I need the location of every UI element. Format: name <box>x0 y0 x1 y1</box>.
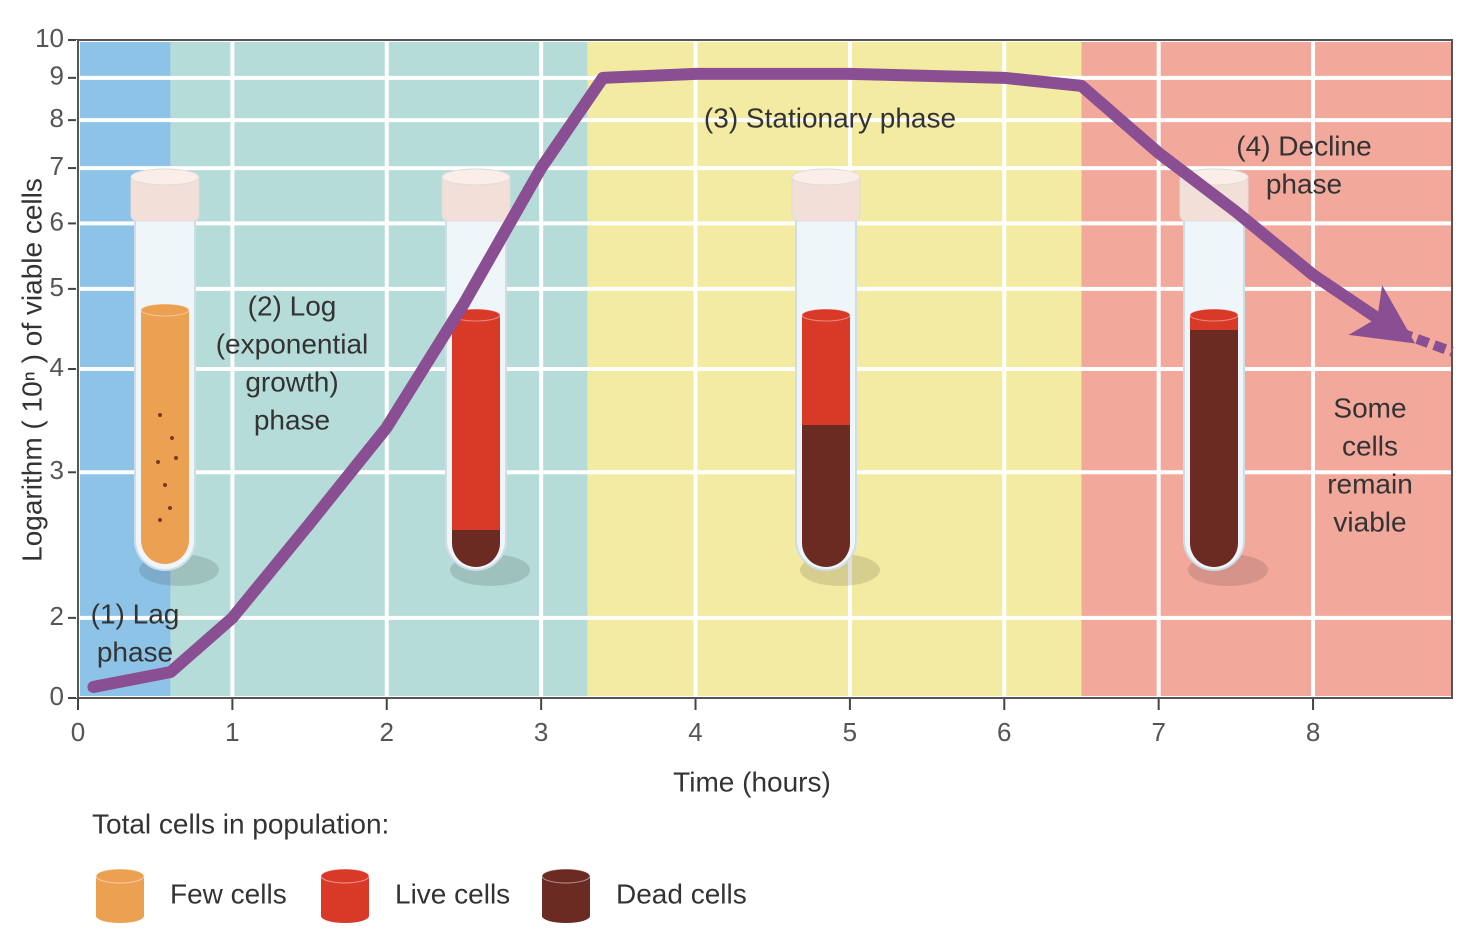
x-tick-label: 6 <box>997 717 1011 747</box>
y-tick-label: 3 <box>50 455 64 485</box>
tube-content <box>802 425 850 567</box>
legend-swatch-bottom <box>96 909 144 923</box>
tube-content <box>802 315 850 425</box>
legend-label: Few cells <box>170 878 287 909</box>
y-tick-label: 10 <box>35 23 64 53</box>
tube-dot <box>174 456 178 460</box>
annotation: phase <box>97 636 173 667</box>
tube-dot <box>158 518 162 522</box>
annotation: (2) Log <box>248 290 337 321</box>
legend-title: Total cells in population: <box>92 808 389 839</box>
tube-cap-top <box>792 169 860 185</box>
annotation: growth) <box>245 366 338 397</box>
x-tick-label: 2 <box>380 717 394 747</box>
legend-swatch-top <box>542 869 590 883</box>
annotation: cells <box>1342 430 1398 461</box>
annotation: (1) Lag <box>91 598 180 629</box>
y-tick-label: 8 <box>50 103 64 133</box>
x-tick-label: 5 <box>843 717 857 747</box>
annotation: (3) Stationary phase <box>704 102 956 133</box>
y-tick-label: 6 <box>50 206 64 236</box>
legend-label: Live cells <box>395 878 510 909</box>
annotation: (exponential <box>216 328 369 359</box>
tube-content <box>452 315 500 530</box>
y-tick-label: 7 <box>50 151 64 181</box>
legend-label: Dead cells <box>616 878 747 909</box>
x-axis-label: Time (hours) <box>673 766 831 797</box>
annotation: Some <box>1333 392 1406 423</box>
legend-swatch-top <box>96 869 144 883</box>
y-tick-label: 0 <box>50 681 64 711</box>
annotation: (4) Decline <box>1236 130 1371 161</box>
annotation: remain <box>1327 468 1413 499</box>
tube-dot <box>158 413 162 417</box>
x-tick-label: 7 <box>1151 717 1165 747</box>
annotation: phase <box>1266 168 1342 199</box>
tube-cap-top <box>442 169 510 185</box>
x-tick-label: 0 <box>71 717 85 747</box>
x-tick-label: 4 <box>688 717 702 747</box>
tube-content-top <box>802 309 850 321</box>
legend-swatch-bottom <box>542 909 590 923</box>
x-tick-label: 1 <box>225 717 239 747</box>
y-tick-label: 9 <box>50 61 64 91</box>
tube-dot <box>163 483 167 487</box>
tube-dot <box>156 460 160 464</box>
x-tick-label: 8 <box>1306 717 1320 747</box>
y-tick-label: 2 <box>50 601 64 631</box>
tube-dot <box>170 436 174 440</box>
tube-content <box>141 310 189 564</box>
tube-content <box>1190 330 1238 567</box>
y-axis-label: Logarithm ( 10ⁿ ) of viable cells <box>16 178 47 562</box>
tube-content-top <box>1190 309 1238 321</box>
legend-swatch-bottom <box>321 909 369 923</box>
x-tick-label: 3 <box>534 717 548 747</box>
tube-dot <box>168 506 172 510</box>
chart: Logarithm ( 10ⁿ ) of viable cells Time (… <box>0 0 1460 936</box>
tube-content-top <box>141 304 189 316</box>
tube-cap-top <box>131 169 199 185</box>
legend-swatch-top <box>321 869 369 883</box>
annotation: phase <box>254 404 330 435</box>
y-tick-label: 4 <box>50 352 64 382</box>
annotation: viable <box>1333 506 1406 537</box>
y-tick-label: 5 <box>50 272 64 302</box>
